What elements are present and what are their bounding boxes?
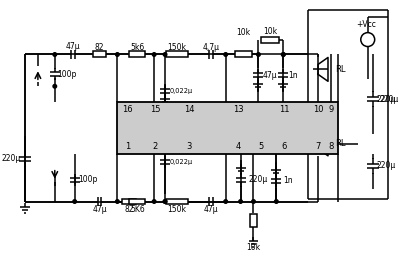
Bar xyxy=(92,52,106,57)
Text: 150k: 150k xyxy=(168,43,186,52)
Text: 220µ: 220µ xyxy=(377,161,396,170)
Circle shape xyxy=(73,200,76,203)
Text: 100p: 100p xyxy=(78,175,97,184)
Text: 16: 16 xyxy=(122,105,133,114)
Text: 82: 82 xyxy=(124,205,134,214)
Text: 4: 4 xyxy=(236,142,241,151)
Text: 11: 11 xyxy=(279,105,290,114)
Text: 220µ: 220µ xyxy=(380,95,399,104)
Text: 82: 82 xyxy=(95,43,104,52)
Text: 2: 2 xyxy=(152,142,158,151)
Bar xyxy=(250,214,257,227)
Text: 5K6: 5K6 xyxy=(130,205,145,214)
Text: 10k: 10k xyxy=(263,27,278,36)
Text: 14: 14 xyxy=(184,105,194,114)
Circle shape xyxy=(361,33,375,46)
Text: 0,022µ: 0,022µ xyxy=(170,159,192,165)
Text: +Vcc: +Vcc xyxy=(356,20,376,29)
Text: 4,7µ: 4,7µ xyxy=(202,43,219,52)
Text: 6: 6 xyxy=(282,142,287,151)
Text: RL: RL xyxy=(335,139,345,148)
Bar xyxy=(122,199,136,204)
Circle shape xyxy=(152,53,156,56)
Text: 10: 10 xyxy=(313,105,323,114)
Bar xyxy=(166,52,188,57)
Bar xyxy=(235,52,252,57)
Text: 9: 9 xyxy=(328,105,334,114)
Text: 0,022µ: 0,022µ xyxy=(170,88,192,94)
Circle shape xyxy=(163,200,167,203)
Circle shape xyxy=(163,200,167,203)
Circle shape xyxy=(252,200,255,203)
Bar xyxy=(117,102,338,154)
Circle shape xyxy=(224,53,228,56)
Text: 1: 1 xyxy=(125,142,130,151)
Circle shape xyxy=(239,200,242,203)
Text: 10k: 10k xyxy=(236,28,251,37)
Text: 8: 8 xyxy=(328,142,334,151)
Circle shape xyxy=(274,200,278,203)
Text: 1n: 1n xyxy=(288,71,298,80)
Text: 47µ: 47µ xyxy=(263,71,278,80)
Text: RL: RL xyxy=(335,65,345,74)
Text: 47µ: 47µ xyxy=(204,205,218,214)
Text: 47µ: 47µ xyxy=(92,205,107,214)
Circle shape xyxy=(53,53,56,56)
Text: 220µ: 220µ xyxy=(249,175,268,184)
Text: 7: 7 xyxy=(315,142,321,151)
Text: 15: 15 xyxy=(150,105,160,114)
Text: 3: 3 xyxy=(186,142,192,151)
Text: 5: 5 xyxy=(259,142,264,151)
Text: 220µ: 220µ xyxy=(2,154,21,163)
Bar xyxy=(262,37,279,43)
Circle shape xyxy=(116,53,119,56)
Text: 220µ: 220µ xyxy=(377,95,396,104)
Circle shape xyxy=(53,85,56,88)
Circle shape xyxy=(116,200,119,203)
Text: 13: 13 xyxy=(233,105,244,114)
Text: 100p: 100p xyxy=(57,70,76,79)
Circle shape xyxy=(152,200,156,203)
Text: 5k6: 5k6 xyxy=(130,43,144,52)
Circle shape xyxy=(282,53,285,56)
Circle shape xyxy=(163,53,167,56)
Circle shape xyxy=(282,53,285,56)
Text: 47µ: 47µ xyxy=(65,42,80,51)
Text: 10k: 10k xyxy=(246,243,260,252)
Bar xyxy=(166,199,188,204)
Bar xyxy=(129,199,145,204)
Circle shape xyxy=(224,200,228,203)
Circle shape xyxy=(257,53,260,56)
Bar xyxy=(129,52,145,57)
Text: 1n: 1n xyxy=(284,176,293,185)
Text: 150k: 150k xyxy=(168,205,186,214)
